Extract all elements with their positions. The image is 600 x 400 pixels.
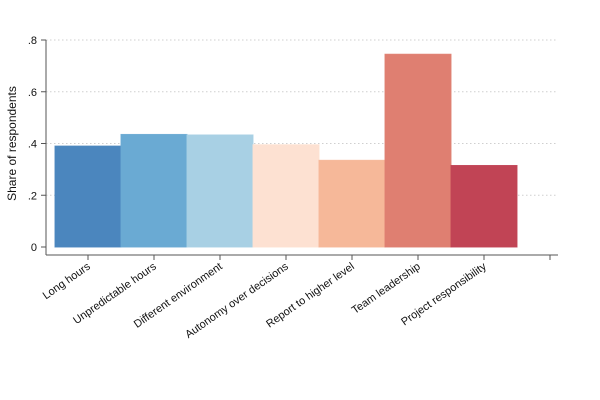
y-tick-label: .8 [28, 35, 37, 47]
bar-6 [384, 53, 452, 248]
bar-5 [318, 159, 386, 248]
y-tick-label: .2 [28, 190, 37, 202]
y-tick-label: .6 [28, 87, 37, 99]
x-tick-label: Team leadership [350, 261, 423, 317]
x-tick-label: Long hours [41, 260, 93, 302]
bars [54, 53, 518, 248]
bar-1 [54, 145, 122, 248]
y-tick-label: 0 [31, 242, 37, 254]
bar-3 [186, 134, 254, 248]
y-axis-ticks: 0 .2 .4 .6 .8 [28, 35, 46, 254]
bar-4 [252, 144, 320, 248]
bar-7 [450, 164, 518, 248]
y-tick-label: .4 [28, 139, 37, 151]
bar-2 [120, 133, 188, 248]
y-axis-title: Share of respondents [5, 86, 19, 201]
